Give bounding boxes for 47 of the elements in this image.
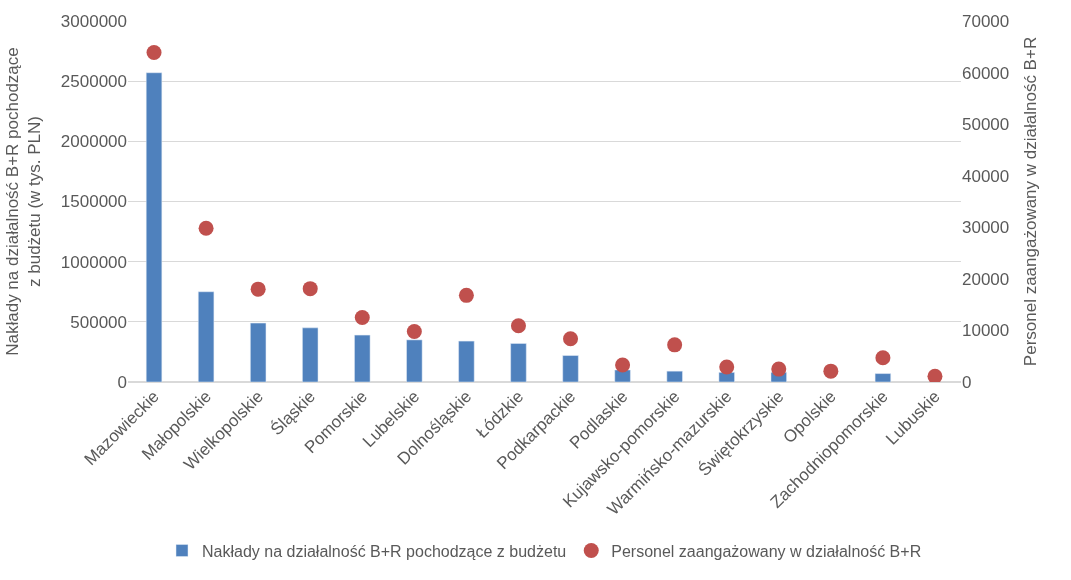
y2-tick-label: 10000	[962, 321, 1010, 341]
bar	[302, 327, 319, 382]
point	[510, 318, 526, 334]
point	[198, 220, 214, 236]
y-tick-label: 3000000	[60, 11, 127, 31]
y-axis-title: Nakłady na działalność B+R pochodzące z budżetu (w tys. PLN)	[3, 47, 45, 356]
point	[302, 281, 318, 297]
y2-tick-label: 40000	[962, 166, 1010, 186]
bar	[198, 291, 215, 382]
point	[875, 350, 891, 366]
bar	[250, 322, 267, 382]
bar	[562, 355, 579, 382]
point	[354, 310, 370, 326]
bar	[145, 72, 163, 382]
legend-label: Personel zaangażowany w działalność B+R	[611, 542, 922, 560]
y2-tick-label: 30000	[962, 218, 1010, 238]
bar	[510, 343, 527, 382]
y-tick-label: 2000000	[60, 132, 127, 152]
point	[563, 331, 579, 347]
bar	[666, 370, 683, 382]
y-tick-label: 0	[117, 372, 127, 392]
legend-label: Nakłady na działalność B+R pochodzące z budżetu	[202, 542, 567, 560]
y-tick-label: 2500000	[60, 72, 127, 92]
point	[250, 281, 266, 297]
y2-tick-label: 70000	[962, 11, 1010, 31]
y2-tick-label: 20000	[962, 269, 1010, 289]
point	[771, 361, 787, 377]
y-tick-label: 1000000	[60, 252, 127, 272]
y-tick-label: 1500000	[60, 192, 127, 212]
point	[927, 368, 943, 382]
point	[823, 363, 839, 379]
bar	[406, 339, 423, 382]
point	[667, 337, 683, 353]
y2-tick-label: 60000	[962, 63, 1010, 83]
point	[406, 323, 422, 339]
bar	[614, 369, 631, 382]
point	[146, 44, 162, 60]
point	[615, 357, 631, 373]
point	[719, 359, 735, 375]
y-tick-label: 500000	[70, 312, 127, 332]
point	[458, 287, 474, 303]
bar	[458, 340, 475, 382]
y2-tick-label: 50000	[962, 115, 1010, 135]
y2-tick-label: 0	[962, 372, 972, 392]
y2-axis-title: Personel zaangażowany w działalność B+R	[1020, 36, 1040, 367]
bar	[354, 334, 371, 382]
bar	[874, 373, 891, 382]
